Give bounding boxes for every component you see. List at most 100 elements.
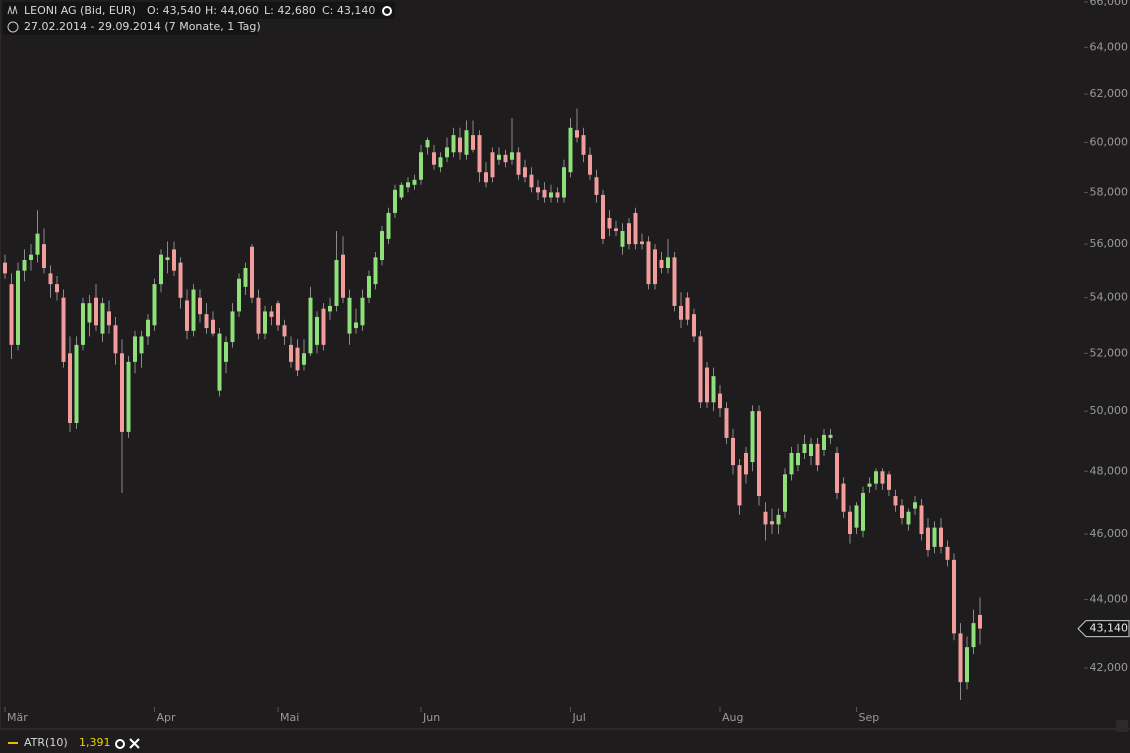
- candle-body: [887, 474, 891, 490]
- candle-body: [809, 443, 813, 457]
- candle-body: [900, 505, 904, 519]
- scroll-handle[interactable]: [1116, 720, 1128, 732]
- y-tick-label: 48,000: [1090, 464, 1129, 477]
- candle-body: [815, 443, 820, 466]
- candle-body: [224, 342, 228, 362]
- x-tick-label: Mär: [7, 711, 28, 724]
- y-tick-label: 54,000: [1090, 291, 1129, 304]
- candle-body: [776, 514, 781, 525]
- candle-body: [458, 137, 462, 153]
- candle-body: [289, 344, 293, 362]
- x-tick-label: Sep: [859, 711, 880, 724]
- y-tick-label: 42,000: [1090, 661, 1129, 674]
- candle-body: [789, 452, 794, 475]
- y-tick-label: 56,000: [1090, 237, 1129, 250]
- candle-body: [178, 262, 183, 298]
- candle-body: [958, 633, 963, 683]
- candle-body: [562, 167, 566, 198]
- candle-body: [490, 152, 495, 178]
- candle-body: [295, 347, 300, 371]
- candle-body: [328, 305, 332, 312]
- candle-body: [9, 284, 14, 345]
- candle-body: [113, 325, 118, 354]
- candle-body: [523, 167, 527, 178]
- indicator-close[interactable]: [129, 738, 140, 749]
- candle-body: [516, 152, 521, 175]
- candle-body: [711, 376, 716, 403]
- candle-body: [510, 152, 514, 160]
- candle-body: [198, 297, 202, 315]
- candle-body: [419, 152, 423, 180]
- candle-body: [399, 184, 404, 198]
- candle-body: [165, 257, 170, 260]
- candle-body: [87, 303, 92, 323]
- candle-body: [724, 408, 729, 438]
- candle-body: [952, 559, 956, 634]
- candle-body: [601, 194, 605, 239]
- candle-body: [185, 300, 189, 331]
- candle-body: [529, 174, 534, 188]
- candle-body: [48, 273, 53, 285]
- y-tick-label: 52,000: [1090, 346, 1129, 359]
- y-tick-label: 66,000: [1090, 0, 1129, 8]
- candle-body: [191, 289, 196, 331]
- candle-body: [406, 182, 410, 188]
- candle-body: [276, 303, 280, 326]
- candle-body: [334, 259, 339, 306]
- candle-body: [250, 246, 254, 298]
- candle-body: [126, 361, 131, 432]
- candle-body: [822, 434, 826, 450]
- candle-body: [757, 411, 761, 497]
- candle-body: [100, 303, 105, 334]
- candle-body: [750, 411, 755, 463]
- candle-body: [237, 278, 241, 312]
- candle-body: [620, 231, 625, 247]
- candle-body: [3, 262, 7, 274]
- candle-body: [503, 154, 508, 163]
- y-tick-label: 46,000: [1090, 527, 1129, 540]
- candle-body: [29, 254, 33, 260]
- candle-body: [763, 511, 768, 525]
- last-price-label: 43,140: [1090, 622, 1129, 635]
- candle-body: [146, 319, 150, 337]
- candle-body: [22, 259, 27, 271]
- candle-body: [672, 257, 677, 306]
- candle-body: [438, 157, 443, 168]
- settings-button[interactable]: [382, 6, 392, 16]
- candle-body: [919, 505, 924, 534]
- candle-body: [653, 249, 657, 285]
- candle-body: [380, 231, 384, 260]
- candle-body: [594, 177, 599, 195]
- candle-body: [81, 303, 85, 345]
- candle-body: [74, 344, 79, 423]
- x-tick-label: Apr: [157, 711, 177, 724]
- candle-body: [783, 474, 787, 512]
- x-tick-label: Jun: [422, 711, 440, 724]
- candle-body: [464, 130, 469, 155]
- candle-body: [16, 270, 20, 345]
- candle-body: [445, 147, 449, 158]
- candle-body: [373, 257, 378, 285]
- open-value: O: 43,540: [147, 4, 201, 17]
- candle-body: [61, 297, 66, 362]
- candle-body: [880, 471, 885, 484]
- y-tick-label: 62,000: [1090, 87, 1129, 100]
- candle-body: [698, 336, 703, 403]
- x-tick-label: Jul: [572, 711, 586, 724]
- candle-body: [477, 135, 482, 173]
- y-tick-label: 58,000: [1090, 185, 1129, 198]
- y-tick-label: 64,000: [1090, 40, 1129, 53]
- candle-body: [893, 496, 898, 506]
- candle-body: [802, 443, 807, 453]
- indicator-settings[interactable]: [115, 739, 125, 749]
- candle-body: [425, 140, 430, 148]
- candle-body: [120, 353, 124, 432]
- candle-body: [217, 333, 222, 391]
- candle-body: [835, 452, 839, 493]
- candle-body: [841, 483, 846, 512]
- candle-body: [341, 254, 345, 298]
- candle-body: [133, 336, 137, 362]
- candle-body: [731, 437, 735, 466]
- candle-body: [971, 623, 976, 648]
